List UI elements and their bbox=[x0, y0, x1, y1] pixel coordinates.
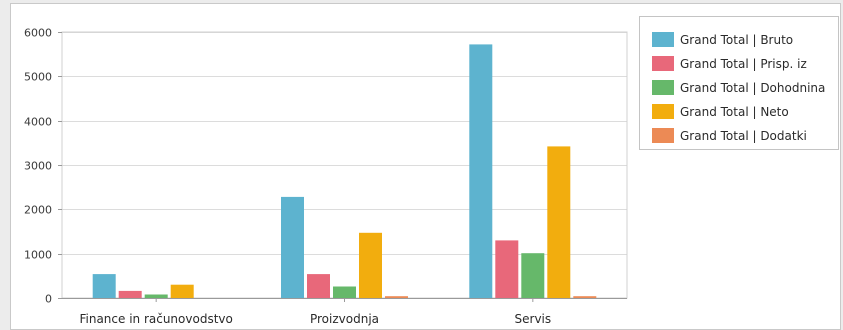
bar-2-3[interactable] bbox=[547, 146, 571, 298]
x-category-label-2: Servis bbox=[515, 312, 552, 326]
bar-2-1[interactable] bbox=[495, 240, 519, 298]
x-category-label-1: Proizvodnja bbox=[310, 312, 379, 326]
y-tick-label-1: 1000 bbox=[24, 249, 52, 262]
legend-swatch-3 bbox=[652, 104, 674, 119]
bar-1-1[interactable] bbox=[307, 274, 330, 298]
bar-0-2[interactable] bbox=[144, 294, 168, 299]
y-tick-label-4: 4000 bbox=[24, 116, 52, 129]
legend-label-1[interactable]: Grand Total | Prisp. iz bbox=[680, 57, 807, 71]
bar-1-2[interactable] bbox=[333, 286, 356, 299]
y-tick-label-0: 0 bbox=[45, 293, 52, 306]
legend-label-2[interactable]: Grand Total | Dohodnina bbox=[680, 81, 825, 95]
legend-label-3[interactable]: Grand Total | Neto bbox=[680, 105, 789, 119]
x-category-label-0: Finance in računovodstvo bbox=[79, 312, 232, 326]
bar-1-3[interactable] bbox=[359, 232, 382, 298]
bar-2-2[interactable] bbox=[521, 253, 545, 298]
bar-2-0[interactable] bbox=[469, 44, 493, 299]
legend-label-4[interactable]: Grand Total | Dodatki bbox=[680, 129, 807, 143]
y-tick-label-5: 5000 bbox=[24, 71, 52, 84]
legend: Grand Total | Bruto Grand Total | Prisp. … bbox=[639, 16, 839, 150]
y-tick-label-2: 2000 bbox=[24, 204, 52, 217]
bar-0-3[interactable] bbox=[170, 284, 194, 298]
legend-label-0[interactable]: Grand Total | Bruto bbox=[680, 33, 793, 47]
y-tick-label-3: 3000 bbox=[24, 160, 52, 173]
legend-swatch-1 bbox=[652, 56, 674, 71]
bar-1-0[interactable] bbox=[281, 196, 304, 298]
axes: 0 1000 2000 3000 4000 5000 6000 Finance in raču… bbox=[24, 27, 628, 326]
legend-swatch-4 bbox=[652, 128, 674, 143]
bar-0-1[interactable] bbox=[118, 290, 142, 298]
bar-0-0[interactable] bbox=[92, 274, 116, 298]
legend-swatch-0 bbox=[652, 32, 674, 47]
bar-1-4[interactable] bbox=[385, 296, 408, 298]
bar-2-4[interactable] bbox=[573, 296, 597, 298]
y-tick-label-6: 6000 bbox=[24, 27, 52, 40]
gridlines bbox=[62, 32, 627, 255]
bars bbox=[92, 44, 597, 299]
legend-swatch-2 bbox=[652, 80, 674, 95]
